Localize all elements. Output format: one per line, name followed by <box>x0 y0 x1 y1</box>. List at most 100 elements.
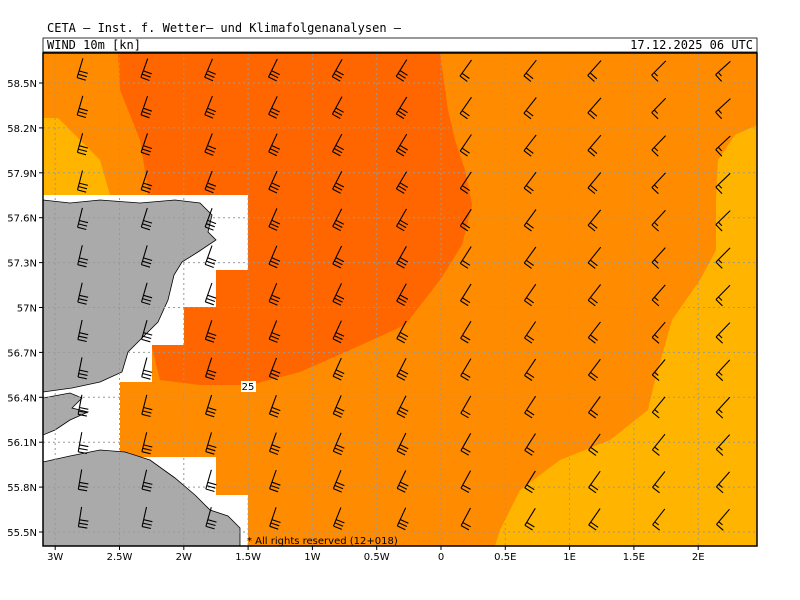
contour-label: 25 <box>242 382 255 393</box>
wind-barb <box>331 59 344 82</box>
lon-label: 2E <box>692 552 705 563</box>
wind-barb <box>395 171 408 194</box>
wind-barb <box>204 245 217 269</box>
wind-barb <box>77 432 89 455</box>
wind-barb <box>141 469 153 492</box>
lon-label: 3W <box>47 552 63 563</box>
wind-barb <box>523 97 537 120</box>
wind-barb <box>204 170 217 194</box>
wind-barb <box>524 358 537 381</box>
wind-barb <box>76 170 89 193</box>
wind-barb <box>524 395 537 419</box>
map-area: 25 * All rights reserved (12+018) <box>43 53 757 546</box>
wind-barb <box>396 470 409 493</box>
wind-barb <box>587 97 602 120</box>
wind-barb <box>715 247 731 269</box>
wind-barb <box>587 60 602 82</box>
wind-barb <box>204 58 216 82</box>
wind-barb <box>715 60 731 82</box>
wind-barb <box>332 432 345 456</box>
wind-barb <box>141 394 153 418</box>
wind-barb <box>524 508 536 531</box>
wind-barb <box>140 207 153 231</box>
wind-barb <box>523 171 537 195</box>
wind-barb <box>204 320 217 343</box>
wind-barb <box>77 319 89 343</box>
wind-barb <box>460 507 471 531</box>
wind-barb <box>651 135 666 157</box>
wind-barb <box>651 284 666 307</box>
wind-barb <box>716 508 730 531</box>
wind-barb <box>396 432 409 456</box>
lon-label: 0.5W <box>364 552 390 563</box>
wind-barb <box>587 284 602 307</box>
wind-barb <box>140 282 153 306</box>
wind-barb <box>459 134 472 157</box>
lat-label: 57.9N <box>7 169 37 180</box>
wind-barb <box>268 133 281 157</box>
wind-barb <box>268 395 281 418</box>
wind-barb <box>204 208 217 231</box>
wind-barb <box>332 507 345 530</box>
wind-barb <box>268 245 281 269</box>
land-lothian <box>43 449 241 546</box>
wind-barb <box>141 506 153 530</box>
wind-barb <box>715 396 731 419</box>
wind-barb <box>268 357 281 381</box>
wind-barb <box>76 133 89 156</box>
wind-barb <box>395 133 408 157</box>
lat-label: 57.6N <box>7 214 37 225</box>
wind-barb <box>204 282 217 306</box>
wind-barb <box>524 433 536 456</box>
wind-barb <box>715 322 731 344</box>
wind-barb <box>524 470 536 494</box>
wind-barb <box>396 358 409 381</box>
wind-barb <box>715 172 731 194</box>
wind-barb <box>396 246 409 269</box>
wind-barb <box>651 433 666 456</box>
wind-barb <box>459 171 472 194</box>
contour-label-box <box>241 381 256 392</box>
lat-label: 56.7N <box>7 348 37 359</box>
wind-barb <box>77 245 89 268</box>
wind-barb <box>459 208 472 232</box>
header-title: CETA — Inst. f. Wetter— und Klimafolgena… <box>47 21 402 35</box>
wind-barb <box>205 469 217 493</box>
wind-barb <box>587 358 601 382</box>
wind-barb <box>715 98 731 120</box>
wind-barb <box>77 506 89 529</box>
wind-barb <box>715 210 731 232</box>
wind-barb <box>269 469 281 493</box>
wind-barb <box>523 283 537 307</box>
wind-barb <box>459 59 473 82</box>
wind-barb <box>523 209 537 232</box>
wind-barb <box>268 432 281 456</box>
wind-barb <box>715 471 731 494</box>
lon-label: 1.5E <box>623 552 645 563</box>
wind-barb <box>396 208 409 232</box>
wind-barb <box>204 357 217 381</box>
wind-barb <box>77 207 89 231</box>
wind-barb <box>460 358 472 381</box>
wind-barb <box>76 58 88 81</box>
wind-barb <box>140 95 152 119</box>
wind-barb <box>715 284 731 307</box>
wind-barb <box>77 282 89 305</box>
lat-label: 58.5N <box>7 79 37 90</box>
wind-barb <box>459 96 472 120</box>
wind-barb <box>396 283 409 306</box>
wind-barb <box>268 282 281 306</box>
wind-barb <box>460 395 472 419</box>
wind-barb <box>588 433 601 456</box>
wind-barb <box>332 357 345 381</box>
wind-barb <box>205 432 217 455</box>
valid-time: 17.12.2025 06 UTC <box>630 38 753 52</box>
wind-barb <box>332 395 345 418</box>
wind-barb <box>651 60 667 82</box>
lon-label: 2W <box>176 552 192 563</box>
lon-label: 0.5E <box>494 552 516 563</box>
wind-barb <box>715 434 731 456</box>
wind-barb <box>652 471 666 494</box>
wind-barb <box>652 508 666 531</box>
